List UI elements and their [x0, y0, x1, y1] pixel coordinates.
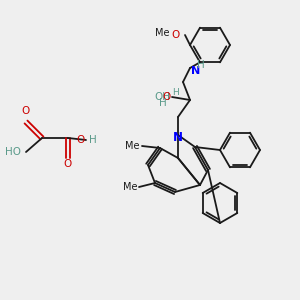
Text: O: O: [64, 159, 72, 169]
Text: O: O: [22, 106, 30, 116]
Text: H: H: [159, 98, 167, 108]
Text: Me: Me: [122, 182, 137, 192]
Text: O: O: [163, 92, 171, 102]
Text: Me: Me: [155, 28, 170, 38]
Text: H: H: [89, 135, 97, 145]
Text: Me: Me: [125, 141, 140, 151]
Text: H: H: [172, 88, 179, 97]
Text: H: H: [197, 60, 205, 70]
Text: N: N: [191, 66, 200, 76]
Text: O: O: [172, 30, 180, 40]
Text: O: O: [77, 135, 85, 145]
Text: HO: HO: [5, 147, 21, 157]
Text: N: N: [173, 131, 183, 144]
Text: OH: OH: [154, 92, 170, 102]
